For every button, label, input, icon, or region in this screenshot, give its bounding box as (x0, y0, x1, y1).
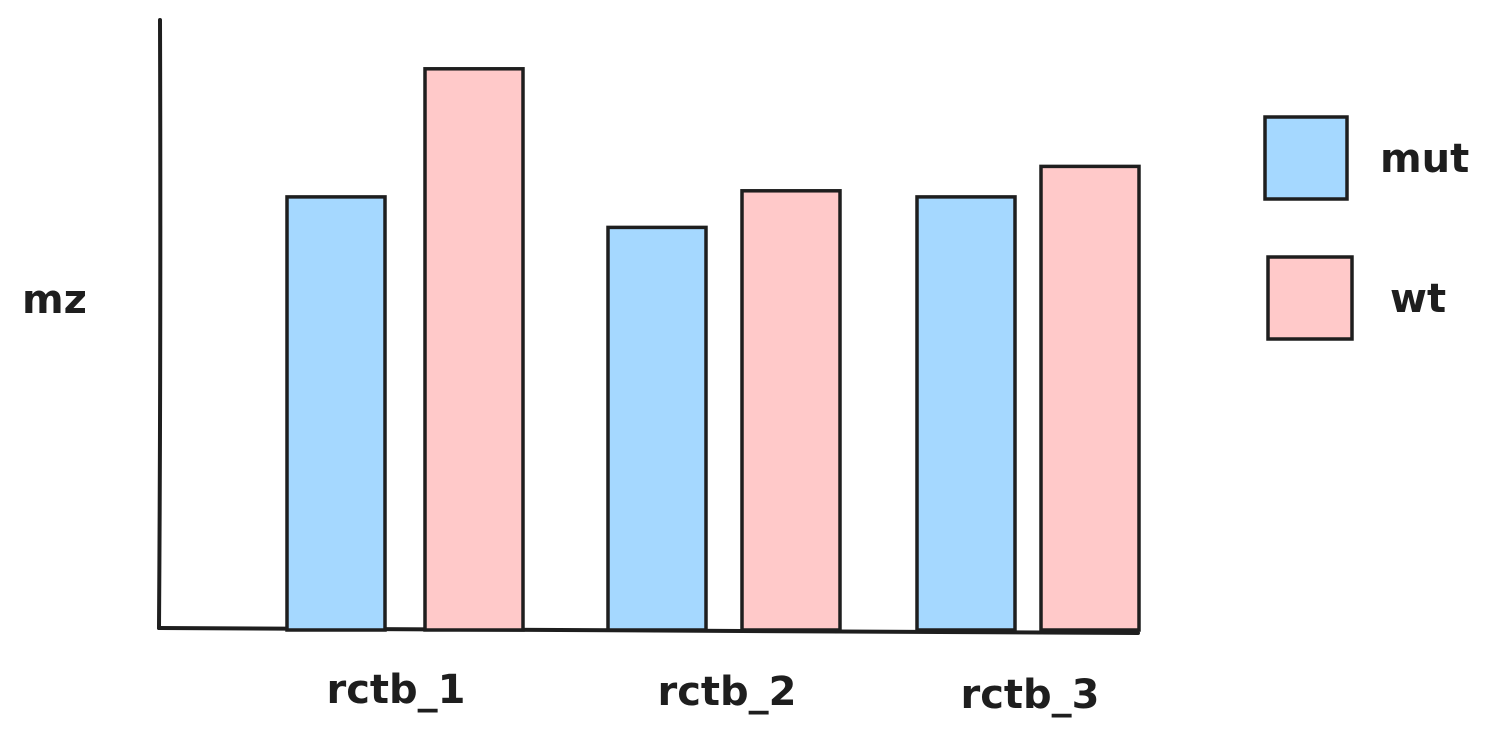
tick-label-rctb-2: rctb_2 (657, 669, 796, 715)
bar-mut-rctb-1 (285, 195, 387, 632)
tick-label-rctb-3: rctb_3 (960, 672, 1099, 718)
bar-wt-rctb-2 (740, 189, 842, 632)
y-axis-label: mz (22, 277, 87, 323)
y-axis (157, 18, 163, 630)
legend: mut wt (1263, 115, 1469, 341)
bars-group (285, 67, 1141, 632)
bar-wt-rctb-3 (1039, 164, 1141, 632)
bar-mut-rctb-3 (915, 195, 1017, 632)
legend-label-mut: mut (1380, 136, 1469, 182)
tick-label-rctb-1: rctb_1 (326, 667, 465, 713)
legend-swatch-wt (1266, 255, 1354, 341)
bar-wt-rctb-1 (423, 67, 525, 632)
legend-swatch-mut (1263, 115, 1349, 201)
legend-label-wt: wt (1390, 276, 1446, 322)
bar-mut-rctb-2 (606, 225, 708, 632)
